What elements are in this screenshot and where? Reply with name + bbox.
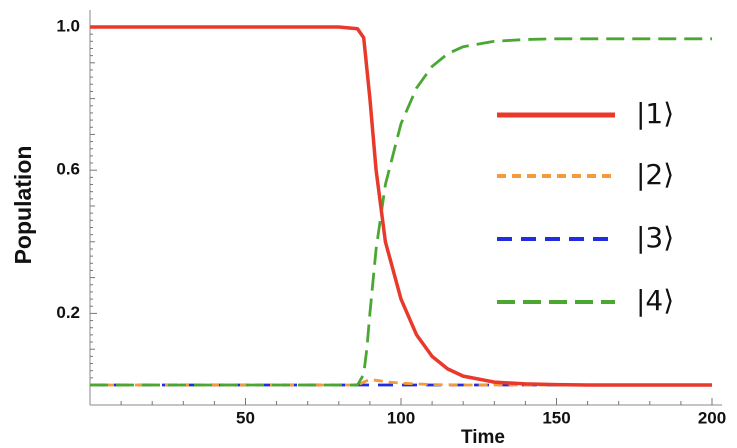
x-tick-label: 100 [387,408,415,427]
plot-frame [89,10,722,406]
series-line-4 [90,37,712,387]
series-line-1 [90,25,712,387]
legend-label-3: |3⟩ [636,221,674,254]
legend-label-1: |1⟩ [636,97,674,130]
y-tick-label: 0.2 [56,303,80,322]
x-tick-label: 50 [236,408,255,427]
legend-label-4: |4⟩ [636,284,674,317]
x-axis-title: Time [461,427,505,448]
legend-label-2: |2⟩ [636,158,674,191]
y-axis-title: Population [10,146,36,265]
x-tick-label: 200 [698,408,726,427]
axis-tick-labels: 50 100 150 200 0.2 0.6 1.0 [56,16,726,427]
series-layer [90,25,712,387]
y-tick-label: 0.6 [56,160,80,179]
y-tick-label: 1.0 [56,16,80,35]
axis-ticks [90,26,713,405]
legend: |1⟩ |2⟩ |3⟩ |4⟩ [497,97,674,317]
x-tick-label: 150 [542,408,570,427]
series-line-2 [90,378,712,387]
